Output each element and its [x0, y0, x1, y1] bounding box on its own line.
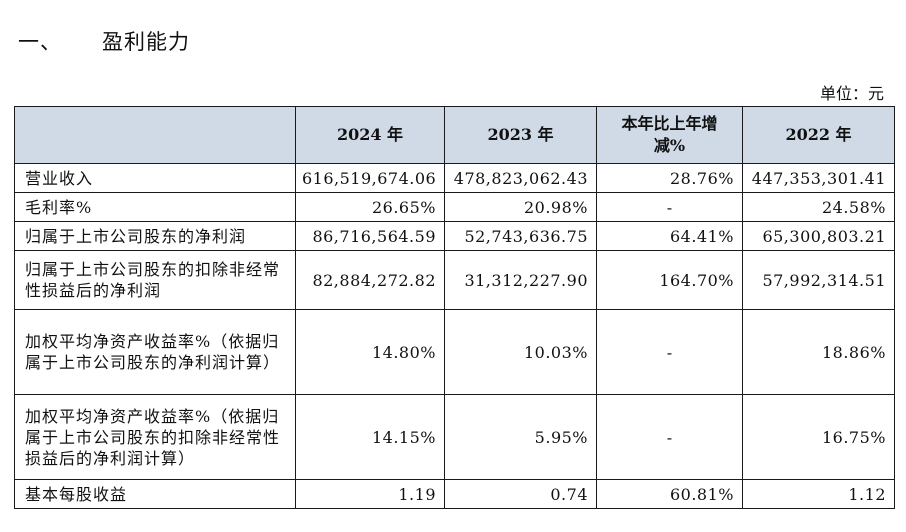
section-number: 一、 [18, 30, 62, 54]
table-row: 基本每股收益 1.19 0.74 60.81% 1.12 [14, 479, 895, 509]
cell-2023: 20.98% [444, 192, 597, 222]
cell-2024: 14.15% [295, 394, 445, 480]
cell-2022: 18.86% [742, 309, 895, 395]
cell-2022: 16.75% [742, 394, 895, 480]
cell-change: - [596, 192, 743, 222]
row-label: 营业收入 [14, 163, 296, 193]
cell-2023: 5.95% [444, 394, 597, 480]
table-row: 营业收入 616,519,674.06 478,823,062.43 28.76… [14, 163, 895, 193]
cell-2024: 1.19 [295, 479, 445, 509]
cell-2022: 65,300,803.21 [742, 221, 895, 251]
cell-2024: 14.80% [295, 309, 445, 395]
cell-change: 60.81% [596, 479, 743, 509]
cell-change: 164.70% [596, 250, 743, 310]
row-label: 加权平均净资产收益率%（依据归属于上市公司股东的净利润计算） [14, 309, 296, 395]
section-title: 盈利能力 [102, 30, 190, 54]
cell-2024: 26.65% [295, 192, 445, 222]
cell-2024: 616,519,674.06 [295, 163, 445, 193]
cell-2023: 478,823,062.43 [444, 163, 597, 193]
header-cell-2024: 2024 年 [295, 106, 445, 164]
cell-2022: 24.58% [742, 192, 895, 222]
row-label: 毛利率% [14, 192, 296, 222]
cell-2023: 0.74 [444, 479, 597, 509]
cell-2022: 57,992,314.51 [742, 250, 895, 310]
row-label: 基本每股收益 [14, 479, 296, 509]
table-row: 加权平均净资产收益率%（依据归属于上市公司股东的扣除非经常性损益后的净利润计算）… [14, 394, 895, 480]
cell-2022: 447,353,301.41 [742, 163, 895, 193]
cell-change: - [596, 394, 743, 480]
cell-2024: 86,716,564.59 [295, 221, 445, 251]
header-row: 2024 年 2023 年 本年比上年增减% 2022 年 [14, 106, 895, 164]
cell-2023: 31,312,227.90 [444, 250, 597, 310]
row-label: 归属于上市公司股东的净利润 [14, 221, 296, 251]
unit-label: 单位：元 [819, 84, 884, 103]
table-row: 毛利率% 26.65% 20.98% - 24.58% [14, 192, 895, 222]
table-row: 归属于上市公司股东的净利润 86,716,564.59 52,743,636.7… [14, 221, 895, 251]
header-cell-2023: 2023 年 [444, 106, 597, 164]
row-label: 归属于上市公司股东的扣除非经常性损益后的净利润 [14, 250, 296, 310]
table-row: 加权平均净资产收益率%（依据归属于上市公司股东的净利润计算） 14.80% 10… [14, 309, 895, 395]
section-heading: 一、 盈利能力 [18, 26, 190, 56]
cell-change: 28.76% [596, 163, 743, 193]
cell-2022: 1.12 [742, 479, 895, 509]
cell-2024: 82,884,272.82 [295, 250, 445, 310]
header-cell-2022: 2022 年 [742, 106, 895, 164]
header-cell-blank [14, 106, 296, 164]
table-row: 归属于上市公司股东的扣除非经常性损益后的净利润 82,884,272.82 31… [14, 250, 895, 310]
profitability-table: 2024 年 2023 年 本年比上年增减% 2022 年 营业收入 616,5… [14, 106, 895, 509]
row-label: 加权平均净资产收益率%（依据归属于上市公司股东的扣除非经常性损益后的净利润计算） [14, 394, 296, 480]
cell-change: - [596, 309, 743, 395]
cell-2023: 52,743,636.75 [444, 221, 597, 251]
header-cell-change: 本年比上年增减% [596, 106, 743, 164]
cell-change: 64.41% [596, 221, 743, 251]
cell-2023: 10.03% [444, 309, 597, 395]
